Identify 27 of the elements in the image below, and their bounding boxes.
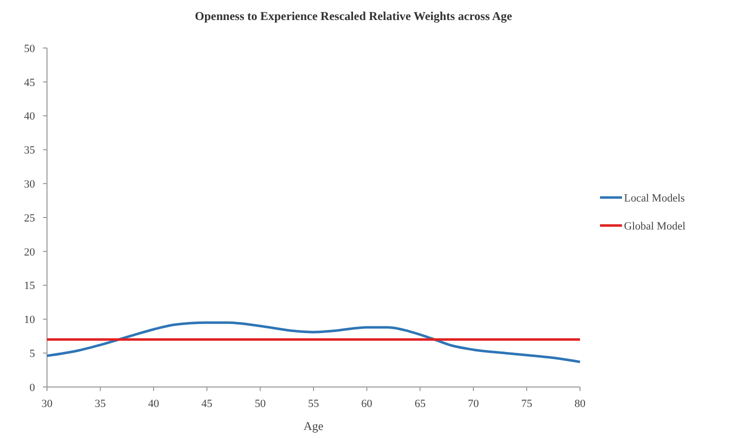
x-tick-label: 30 bbox=[42, 398, 53, 410]
y-tick-label: 15 bbox=[24, 280, 36, 292]
x-tick-label: 50 bbox=[254, 398, 266, 410]
y-tick-label: 25 bbox=[24, 212, 36, 224]
y-tick-label: 20 bbox=[24, 246, 36, 258]
x-tick-label: 40 bbox=[148, 398, 160, 410]
x-tick-label: 55 bbox=[308, 398, 320, 410]
legend-label: Local Models bbox=[624, 192, 685, 204]
x-tick-label: 75 bbox=[521, 398, 533, 410]
y-tick-label: 5 bbox=[30, 348, 36, 360]
chart-title: Openness to Experience Rescaled Relative Weights across Age bbox=[194, 9, 513, 23]
y-tick-label: 30 bbox=[24, 178, 36, 190]
y-tick-label: 40 bbox=[24, 110, 36, 123]
x-tick-label: 65 bbox=[414, 398, 426, 410]
x-tick-label: 35 bbox=[94, 398, 106, 410]
x-axis-title: Age bbox=[304, 419, 324, 433]
x-tick-label: 60 bbox=[361, 398, 373, 410]
y-tick-label: 35 bbox=[24, 144, 36, 157]
y-tick-label: 45 bbox=[24, 76, 36, 89]
y-tick-label: 50 bbox=[24, 42, 36, 55]
y-tick-label: 10 bbox=[24, 314, 36, 326]
y-tick-label: 0 bbox=[30, 382, 36, 394]
x-tick-label: 45 bbox=[201, 398, 213, 410]
x-tick-label: 80 bbox=[574, 398, 586, 410]
legend-label: Global Model bbox=[624, 220, 686, 232]
x-tick-label: 70 bbox=[468, 398, 480, 410]
line-series bbox=[46, 321, 582, 364]
